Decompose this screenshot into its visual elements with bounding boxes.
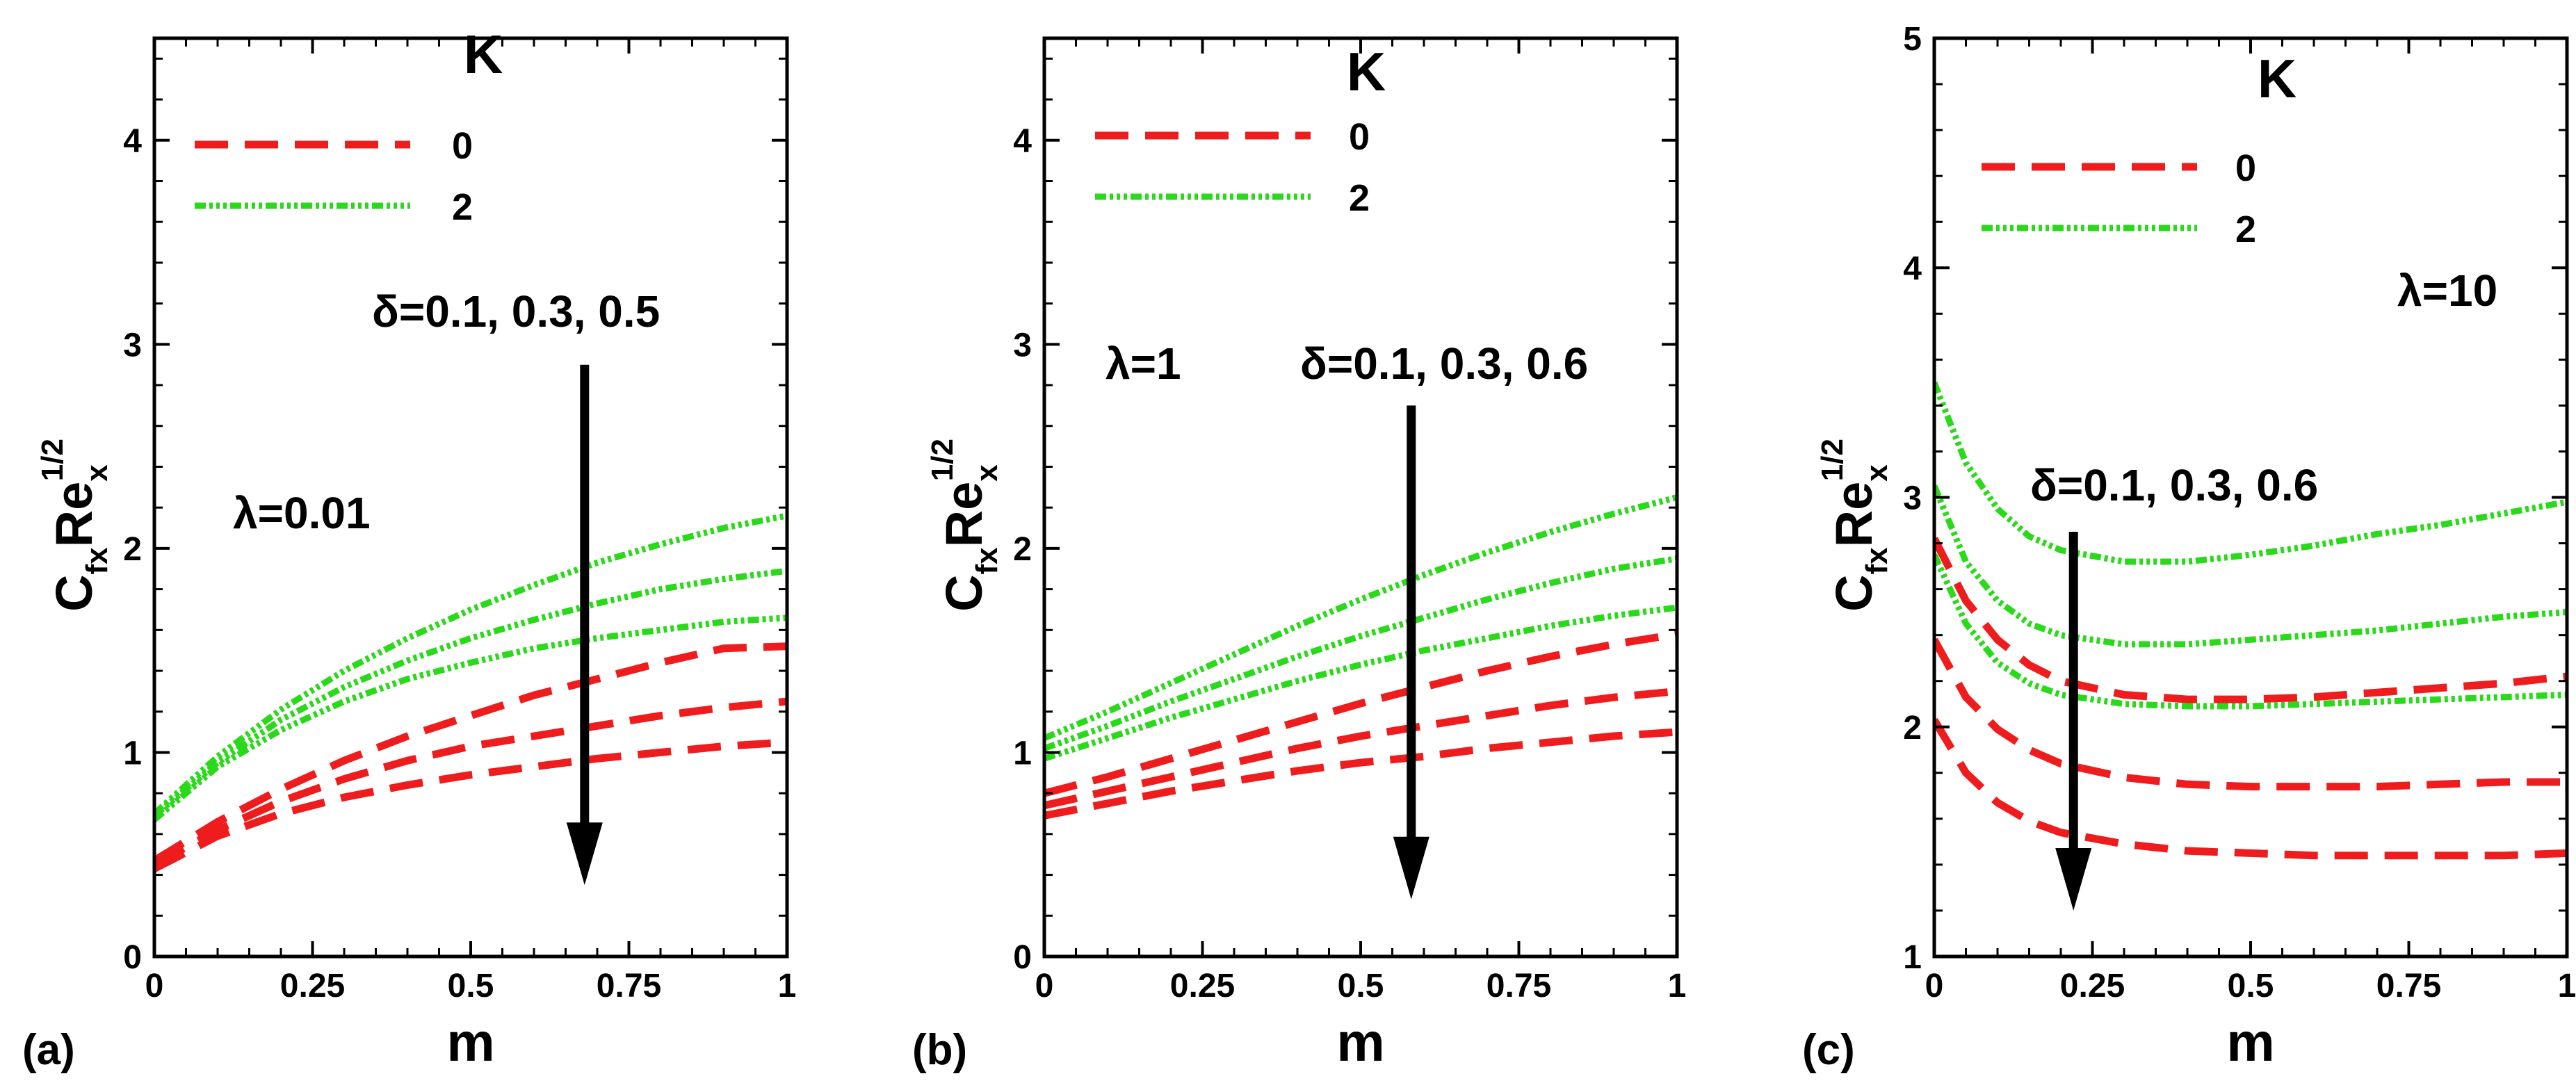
red-series-line-2 xyxy=(1934,717,2567,860)
green-series-line-3 xyxy=(154,512,787,816)
x-tick-label: 0.25 xyxy=(280,968,345,1004)
y-label-sub-fx: fx xyxy=(80,547,114,575)
y-label-c: C xyxy=(935,574,993,611)
green-series-line-5 xyxy=(1934,553,2567,710)
red-series-line-1 xyxy=(1934,637,2567,791)
x-axis-label: m xyxy=(2226,1011,2274,1073)
x-tick-label: 0.75 xyxy=(2376,968,2441,1004)
y-axis-label: CfxRex 1/2 xyxy=(925,439,1004,612)
x-tick-label: 1 xyxy=(2558,968,2576,1004)
y-tick-label: 3 xyxy=(123,327,142,364)
legend-entry-label: 2 xyxy=(452,186,473,228)
green-series-line-3 xyxy=(1044,494,1677,742)
axis-frame xyxy=(1042,36,1679,959)
y-axis-label: CfxRex 1/2 xyxy=(35,439,114,612)
y-label-re: Re xyxy=(935,482,993,548)
legend-title: K xyxy=(2258,48,2296,109)
delta-annotation: δ=0.1, 0.3, 0.6 xyxy=(1300,339,1588,389)
y-label-sub-fx: fx xyxy=(1860,547,1894,575)
y-tick-label: 0 xyxy=(1013,939,1032,976)
y-label-re: Re xyxy=(45,482,103,548)
series-group xyxy=(1044,494,1677,820)
y-tick-label: 4 xyxy=(123,123,142,160)
x-tick-label: 0.5 xyxy=(1338,968,1384,1004)
legend-entry-label: 0 xyxy=(2235,147,2256,189)
red-series-line-2 xyxy=(154,738,787,872)
y-label-c: C xyxy=(1825,574,1883,611)
y-tick-label: 4 xyxy=(1903,250,1922,287)
y-tick-label: 1 xyxy=(1013,735,1032,772)
y-tick-label: 0 xyxy=(123,939,142,976)
x-axis-label: m xyxy=(446,1011,494,1073)
green-series-line-5 xyxy=(1044,604,1677,762)
y-label-sub-x: x xyxy=(1860,464,1894,482)
y-axis-label: CfxRex 1/2 xyxy=(1815,439,1894,612)
red-series-line-0 xyxy=(1044,630,1677,797)
x-tick-label: 0.75 xyxy=(597,968,661,1004)
panel-c: 0 0.25 0.5 0.75 112345mCfxRex1/2(c)K02λ=10δ=… xyxy=(1802,21,2576,1074)
legend-entry-label: 2 xyxy=(1349,177,1370,219)
legend-entry-label: 2 xyxy=(2235,209,2256,250)
panel-label: (c) xyxy=(1802,1026,1855,1074)
x-tick-label: 0.75 xyxy=(1487,968,1551,1004)
panel-label: (b) xyxy=(912,1026,967,1074)
panel-label: (a) xyxy=(22,1026,75,1074)
green-series-line-3 xyxy=(1934,381,2567,565)
series-group xyxy=(1934,381,2567,860)
y-label-sup: 1/2 xyxy=(1815,439,1849,481)
y-tick-label: 3 xyxy=(1013,327,1032,364)
green-series-line-4 xyxy=(154,567,787,818)
x-tick-label: 0.25 xyxy=(1170,968,1235,1004)
x-tick-label: 0.5 xyxy=(448,968,494,1004)
red-series-line-2 xyxy=(1044,728,1677,820)
green-series-line-5 xyxy=(154,614,787,822)
x-tick-label: 0 xyxy=(1035,968,1054,1004)
y-label-c: C xyxy=(45,574,103,611)
y-tick-label: 1 xyxy=(123,735,142,772)
x-tick-label: 0.25 xyxy=(2060,968,2125,1004)
x-tick-label: 0.5 xyxy=(2228,968,2274,1004)
panel-a: 0 0.25 0.5 0.75 1 0 1 2 3 4 m CfxRex 1/2 (a) K 0 2 λ=0.01… xyxy=(22,24,797,1074)
y-tick-label: 1 xyxy=(1903,939,1922,976)
legend-title: K xyxy=(464,24,503,85)
red-series-line-1 xyxy=(154,697,787,868)
y-tick-label: 3 xyxy=(1903,480,1922,517)
y-label-sup: 1/2 xyxy=(925,439,959,481)
trend-arrow-head xyxy=(2055,847,2092,911)
x-tick-label: 1 xyxy=(778,968,797,1004)
delta-annotation: δ=0.1, 0.3, 0.6 xyxy=(2030,460,2318,510)
delta-annotation: δ=0.1, 0.3, 0.5 xyxy=(372,286,660,336)
parameter-annotation: λ=0.01 xyxy=(233,488,371,538)
y-tick-label: 5 xyxy=(1903,21,1922,58)
y-label-sub-x: x xyxy=(80,464,114,482)
x-tick-label: 0 xyxy=(1925,968,1944,1004)
parameter-annotation: λ=10 xyxy=(2397,266,2497,316)
trend-arrow-head xyxy=(1393,836,1429,899)
y-label-sub-x: x xyxy=(970,464,1004,482)
red-series-line-0 xyxy=(1934,537,2567,703)
x-axis-label: m xyxy=(1336,1011,1384,1073)
green-series-line-4 xyxy=(1044,555,1677,751)
x-tick-label: 1 xyxy=(1668,968,1687,1004)
legend-entry-label: 0 xyxy=(1349,116,1370,158)
y-tick-label: 2 xyxy=(1903,710,1922,747)
panel-b: 0 0.25 0.5 0.75 1 0 1 2 3 4 m CfxRex 1/2 (b) K 0 2 λ=1 δ=0… xyxy=(912,36,1687,1074)
series-group xyxy=(154,512,787,872)
y-tick-label: 4 xyxy=(1013,123,1032,160)
legend-title: K xyxy=(1347,41,1386,102)
y-label-re: Re xyxy=(1825,482,1883,548)
legend-entry-label: 0 xyxy=(452,125,473,167)
red-series-line-1 xyxy=(1044,687,1677,810)
y-tick-label: 2 xyxy=(1013,531,1032,568)
trend-arrow-head xyxy=(566,822,603,886)
y-tick-label: 2 xyxy=(123,531,142,568)
red-series-line-0 xyxy=(154,642,787,864)
parameter-annotation: λ=1 xyxy=(1105,339,1181,389)
y-label-sub-fx: fx xyxy=(970,547,1004,575)
x-tick-label: 0 xyxy=(145,968,164,1004)
y-label-sup: 1/2 xyxy=(35,439,70,481)
